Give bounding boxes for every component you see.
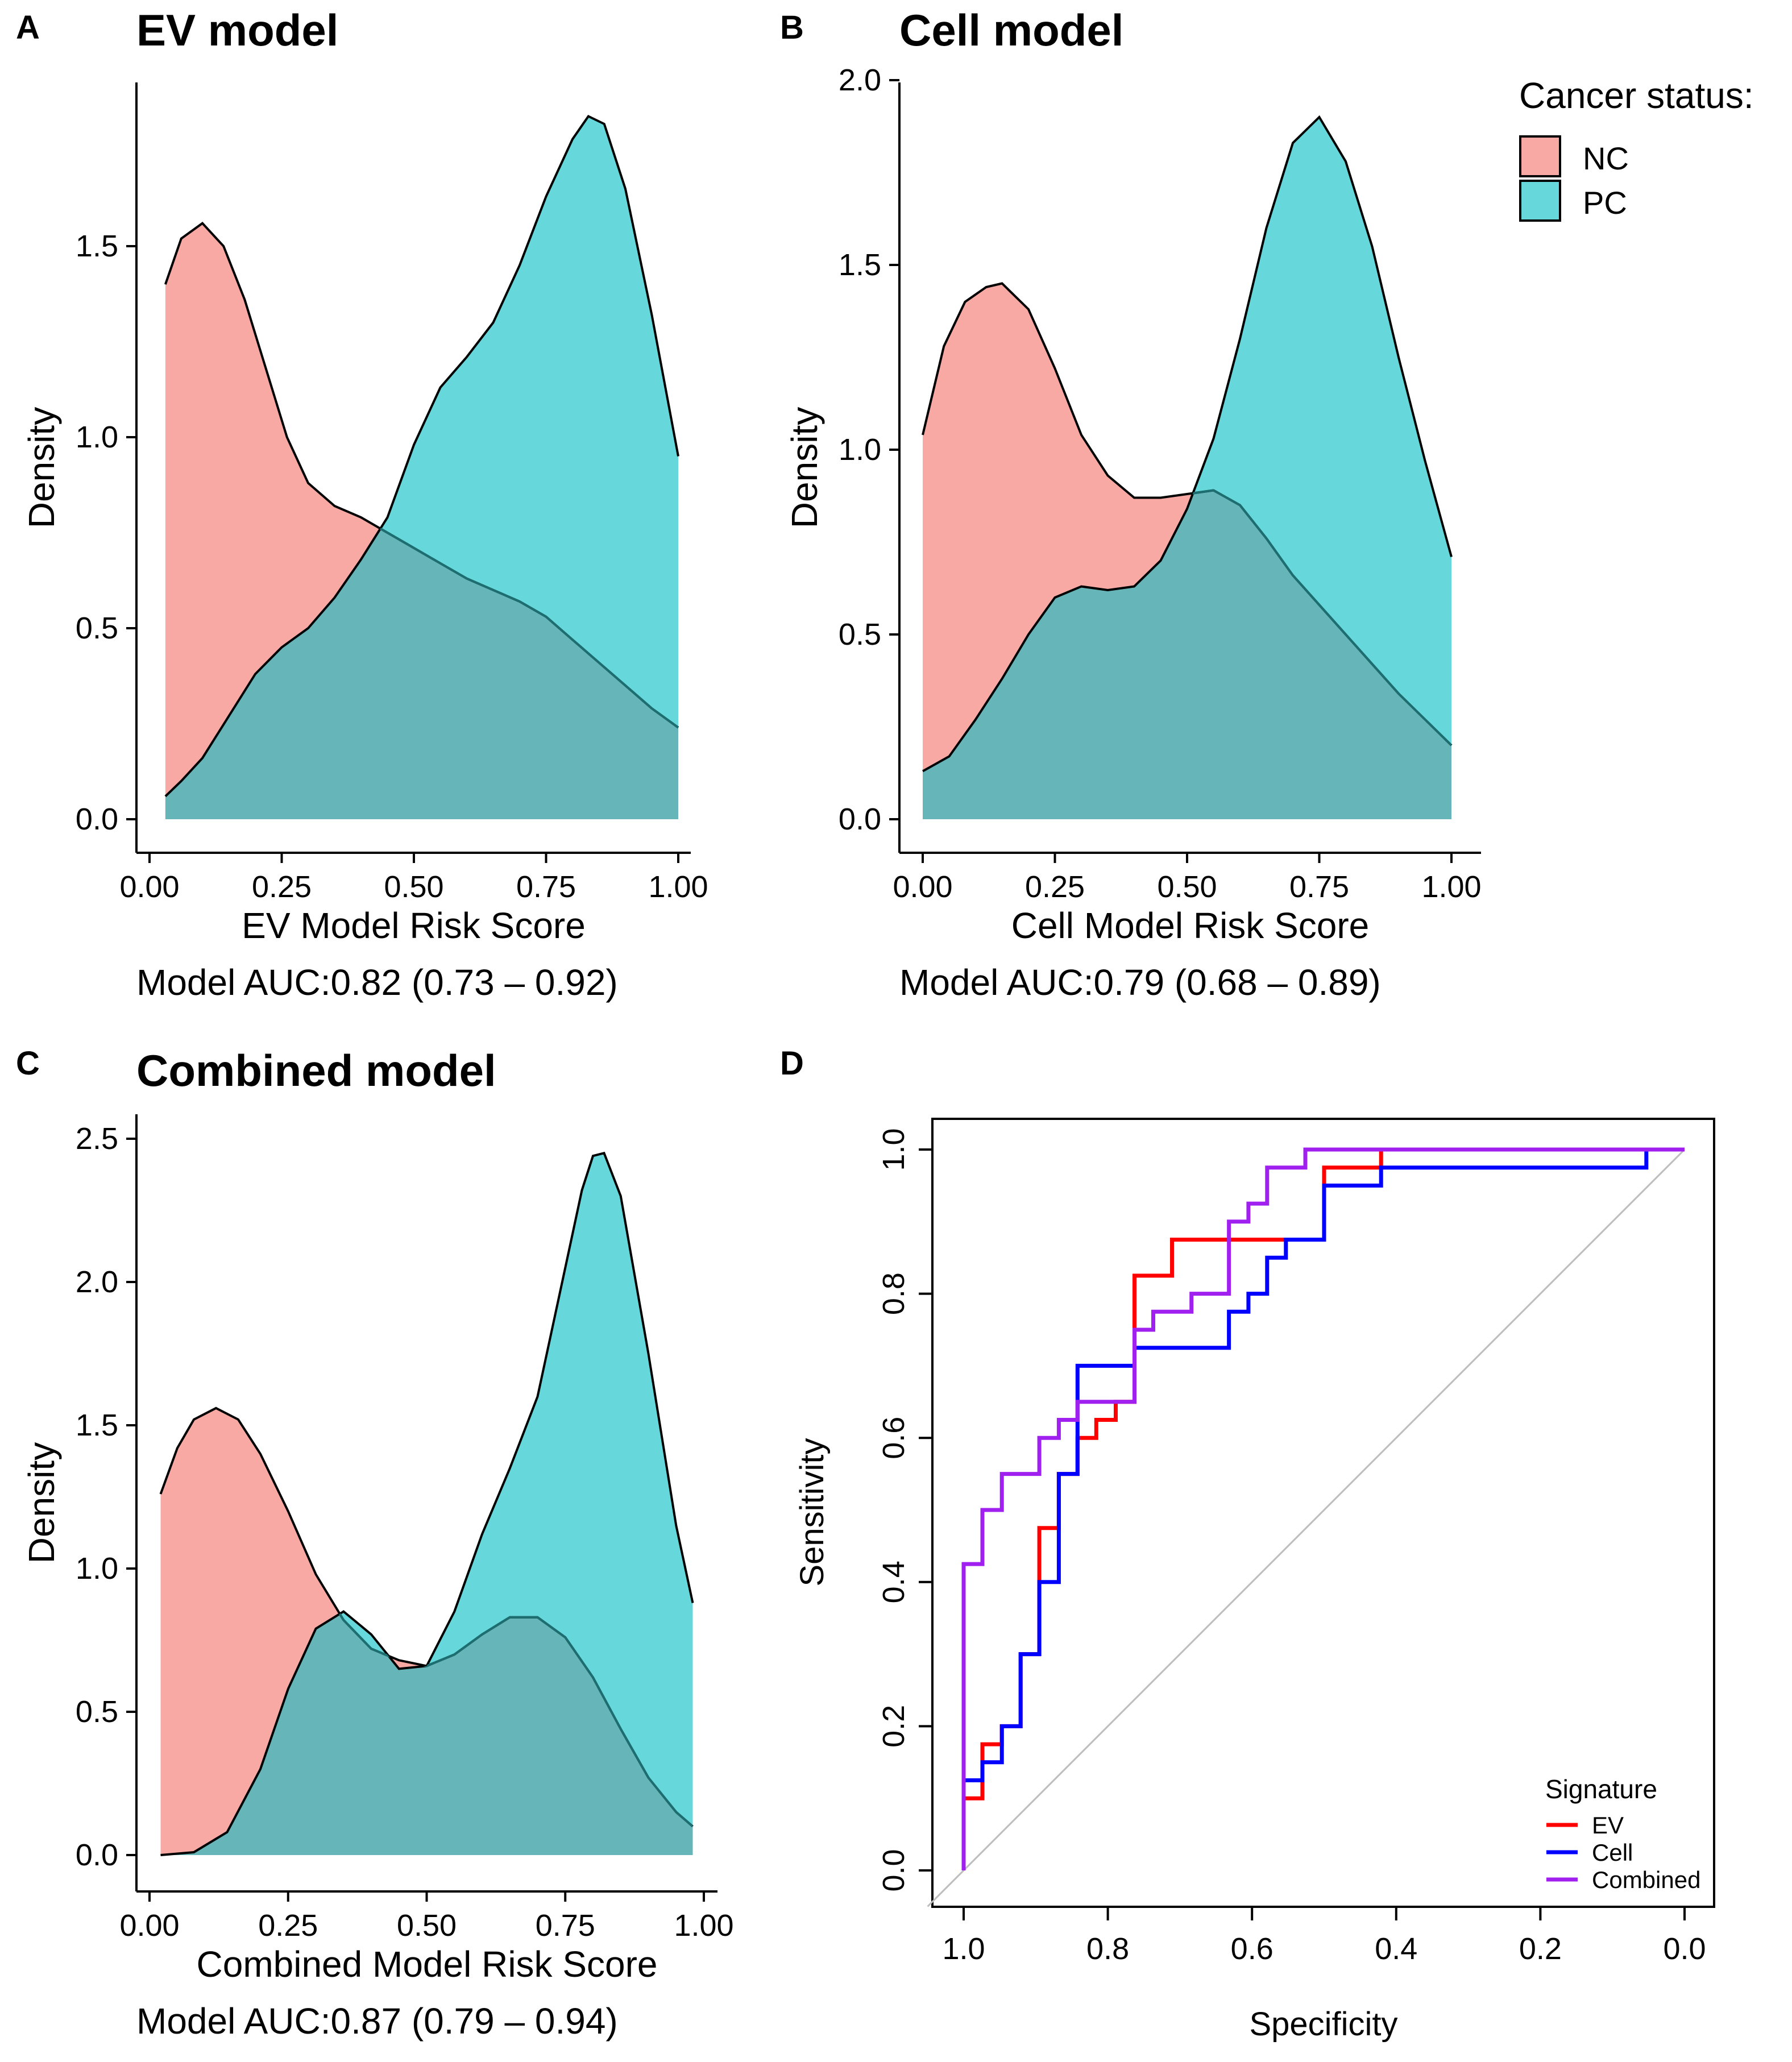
y-axis-title: Density [21,1442,62,1563]
x-axis-title: EV Model Risk Score [242,905,586,946]
y-tick-label: 2.5 [76,1122,118,1156]
pc-density-line [164,114,679,798]
x-tick-label: 0.8 [1086,1932,1129,1966]
y-axis-title: Sensitivity [794,1438,831,1586]
legend-label-combined: Combined [1592,1866,1700,1893]
y-tick-label: 1.0 [839,433,881,467]
pc-density-line [160,1151,694,1856]
x-tick-label: 0.0 [1663,1932,1706,1966]
y-tick-label: 0.8 [877,1272,911,1315]
x-tick-label: 0.6 [1231,1932,1274,1966]
pc-density-line [922,115,1453,773]
y-axis-title: Density [21,407,62,528]
y-tick-label: 0.5 [76,1695,118,1729]
x-tick-label: 0.00 [893,870,952,904]
y-tick-label: 2.0 [839,63,881,97]
legend-label-ev: EV [1592,1812,1624,1839]
panel-title-c: Combined model [136,1045,496,1096]
legend-swatch-pc [1519,180,1561,222]
panel-title-b: Cell model [899,5,1123,55]
x-tick-label: 1.0 [942,1932,985,1966]
x-tick-label: 0.75 [536,1909,595,1943]
auc-caption: Model AUC:0.87 (0.79 – 0.94) [136,2001,618,2042]
x-tick-label: 0.4 [1375,1932,1417,1966]
y-tick-label: 0.0 [877,1849,911,1891]
x-tick-label: 0.00 [119,1909,179,1943]
y-axis-title: Density [784,407,825,528]
x-tick-label: 0.25 [258,1909,318,1943]
x-tick-label: 0.25 [1025,870,1085,904]
x-tick-label: 0.50 [397,1909,457,1943]
y-tick-label: 1.5 [839,248,881,282]
y-tick-label: 1.5 [76,1408,118,1442]
y-tick-label: 1.0 [76,1551,118,1586]
density-chart-combined: 0.0 0.5 1.0 1.5 2.0 2.5 0.00 0.25 0.50 0.75 1.00 Co… [21,1114,734,2042]
y-tick-label: 0.0 [839,802,881,836]
x-axis-title: Cell Model Risk Score [1011,905,1370,946]
y-tick-label: 0.5 [76,611,118,645]
x-tick-label: 0.75 [1289,870,1349,904]
roc-chart: 1.0 0.8 0.6 0.4 0.2 0.0 0.0 0.2 0.4 0.6 0.8 1.0 Spec… [794,1118,1715,2043]
density-chart-ev: 0.0 0.5 1.0 1.5 0.00 0.25 0.50 0.75 1.00 EV Model… [21,82,708,1003]
y-tick-label: 1.5 [76,229,118,263]
roc-curve-combined [961,1147,1685,1870]
legend-label-nc: NC [1583,140,1629,176]
x-tick-label: 1.00 [648,870,708,904]
x-tick-label: 0.2 [1519,1932,1562,1966]
x-tick-label: 0.25 [252,870,312,904]
panel-letter-c: C [16,1045,40,1082]
y-tick-label: 0.4 [877,1561,911,1603]
auc-caption: Model AUC:0.82 (0.73 – 0.92) [136,962,618,1003]
auc-caption: Model AUC:0.79 (0.68 – 0.89) [899,962,1381,1003]
y-tick-label: 1.0 [877,1128,911,1171]
x-tick-label: 0.50 [384,870,443,904]
legend-title: Cancer status: [1519,75,1754,116]
x-tick-label: 1.00 [674,1909,733,1943]
chance-diagonal [927,1148,1686,1907]
x-axis-title: Combined Model Risk Score [197,1944,658,1985]
plot-frame [931,1118,1715,1908]
y-tick-label: 2.0 [76,1265,118,1299]
y-tick-label: 1.0 [76,420,118,454]
panel-letter-a: A [16,9,40,46]
legend-label-cell: Cell [1592,1839,1633,1866]
y-tick-label: 0.0 [76,1838,118,1872]
legend-swatch-nc [1519,135,1561,177]
panel-letter-d: D [780,1045,804,1082]
legend-title: Signature [1545,1774,1657,1804]
y-tick-label: 0.6 [877,1417,911,1459]
density-chart-cell: 0.0 0.5 1.0 1.5 2.0 0.00 0.25 0.50 0.75 1.00 Cell … [784,63,1754,1003]
panel-title-a: EV model [136,5,338,55]
y-tick-label: 0.0 [76,802,118,836]
x-tick-label: 0.75 [516,870,576,904]
x-tick-label: 1.00 [1421,870,1481,904]
x-axis-title: Specificity [1249,2006,1397,2043]
y-tick-label: 0.2 [877,1705,911,1748]
legend-label-pc: PC [1583,185,1627,221]
x-tick-label: 0.00 [119,870,179,904]
panel-letter-b: B [780,9,804,46]
x-tick-label: 0.50 [1157,870,1217,904]
y-tick-label: 0.5 [839,617,881,652]
